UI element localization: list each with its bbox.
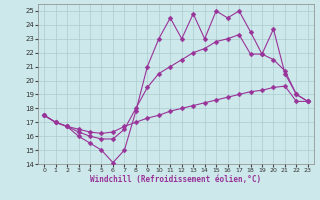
- X-axis label: Windchill (Refroidissement éolien,°C): Windchill (Refroidissement éolien,°C): [91, 175, 261, 184]
